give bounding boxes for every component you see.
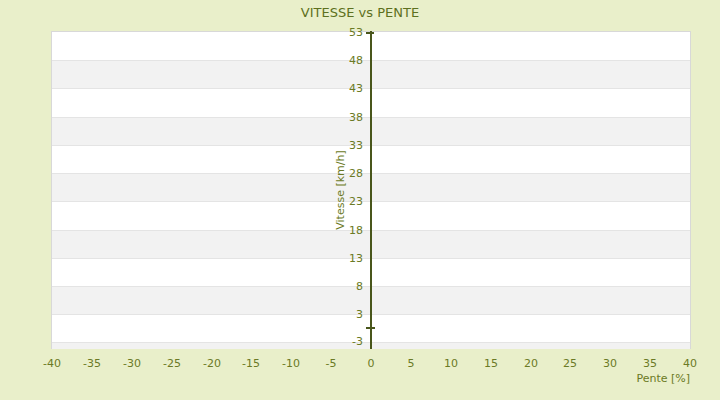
y-tick-label: -3 bbox=[52, 336, 363, 347]
y-axis-title: Vitesse [km/h] bbox=[334, 150, 347, 230]
axis-top-tick bbox=[366, 32, 374, 34]
y-tick-label: 18 bbox=[52, 225, 363, 236]
y-axis-line bbox=[370, 31, 372, 349]
y-tick-label: 33 bbox=[52, 140, 363, 151]
chart-title: VITESSE vs PENTE bbox=[0, 5, 720, 20]
y-tick-label: 8 bbox=[52, 281, 363, 292]
y-tick-label: 28 bbox=[52, 168, 363, 179]
y-tick-label: 13 bbox=[52, 253, 363, 264]
y-tick-label: 23 bbox=[52, 196, 363, 207]
y-tick-label: 38 bbox=[52, 112, 363, 123]
y-tick-label: 53 bbox=[52, 27, 363, 38]
x-tick-label: 40 bbox=[665, 358, 715, 369]
plot-area: 53484338332823181383-3-40-35-30-25-20-15… bbox=[51, 31, 691, 349]
data-point-marker bbox=[366, 327, 375, 329]
y-tick-label: 48 bbox=[52, 55, 363, 66]
x-axis-title: Pente [%] bbox=[636, 372, 690, 385]
y-tick-label: 43 bbox=[52, 83, 363, 94]
y-tick-label: 3 bbox=[52, 309, 363, 320]
